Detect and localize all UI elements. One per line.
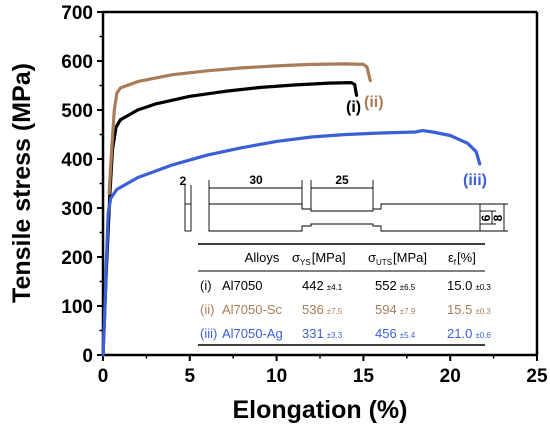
table-row-alloy: Al7050	[222, 278, 262, 293]
table-cell-uts: 594 ±7.9	[375, 302, 416, 317]
table-row-alloy: Al7050-Ag	[222, 326, 283, 341]
table-header-alloys: Alloys	[245, 250, 280, 265]
y-tick-label: 200	[61, 248, 93, 269]
inset-table: Alloys σYS[MPa] σUTS[MPa] εf[%] (i) Al705…	[198, 243, 491, 346]
table-cell-ys: 442 ±4.1	[302, 278, 343, 293]
table-cell-ef: 15.5 ±0.3	[447, 302, 491, 317]
y-tick-label: 500	[61, 101, 93, 122]
table-cell-ef: 15.0 ±0.3	[447, 278, 491, 293]
table-rows: (i) Al7050 442 ±4.1 552 ±6.5 15.0 ±0.3 (ii) Al705…	[200, 278, 491, 341]
curve-ii	[107, 62, 372, 195]
x-tick-label: 20	[440, 366, 461, 387]
dim-25-label: 25	[335, 173, 349, 187]
dim-2-label: 2	[180, 174, 187, 188]
table-row-alloy: Al7050-Sc	[222, 302, 282, 317]
y-ticks: 0 100 200 300 400 500 600 700	[61, 3, 103, 367]
specimen-top-view	[208, 203, 481, 232]
x-ticks: 0 5 10 15 20 25	[98, 355, 548, 387]
dim-30-label: 30	[249, 173, 263, 187]
x-tick-label: 5	[185, 366, 196, 387]
dim-8-label: 8	[491, 214, 505, 221]
table-cell-uts: 552 ±6.5	[375, 278, 416, 293]
y-axis-title: Tensile stress (MPa)	[8, 63, 36, 303]
y-tick-label: 400	[61, 150, 93, 171]
table-row-index: (ii)	[200, 302, 214, 317]
table-cell-ys: 331 ±3.3	[302, 326, 343, 341]
curves	[101, 62, 482, 357]
table-cell-uts: 456 ±5.4	[375, 326, 416, 341]
x-tick-label: 10	[266, 366, 287, 387]
y-tick-label: 100	[61, 297, 93, 318]
table-cell-ef: 21.0 ±0.6	[447, 326, 491, 341]
specimen-drawing	[184, 180, 508, 232]
y-tick-label: 300	[61, 199, 93, 220]
x-axis-title: Elongation (%)	[233, 396, 408, 424]
x-tick-label: 15	[353, 366, 375, 387]
table-header-ef: εf[%]	[448, 250, 476, 267]
curve-iii	[101, 129, 482, 357]
curve-label-ii: (ii)	[364, 94, 384, 111]
curve-label-i: (i)	[346, 99, 361, 116]
y-tick-label: 0	[82, 346, 93, 367]
y-tick-label: 700	[61, 3, 93, 24]
table-row-index: (i)	[200, 278, 212, 293]
y-tick-label: 600	[61, 52, 93, 73]
x-tick-label: 0	[98, 366, 109, 387]
specimen-side-view	[184, 203, 192, 232]
dim-6-label: 6	[479, 214, 493, 221]
x-tick-label: 25	[526, 366, 548, 387]
curve-label-iii: (iii)	[463, 172, 487, 189]
table-header-uts: σUTS[MPa]	[368, 250, 427, 267]
table-header-ys: σYS[MPa]	[292, 250, 346, 267]
table-row-index: (iii)	[200, 326, 217, 341]
table-cell-ys: 536 ±7.5	[302, 302, 343, 317]
